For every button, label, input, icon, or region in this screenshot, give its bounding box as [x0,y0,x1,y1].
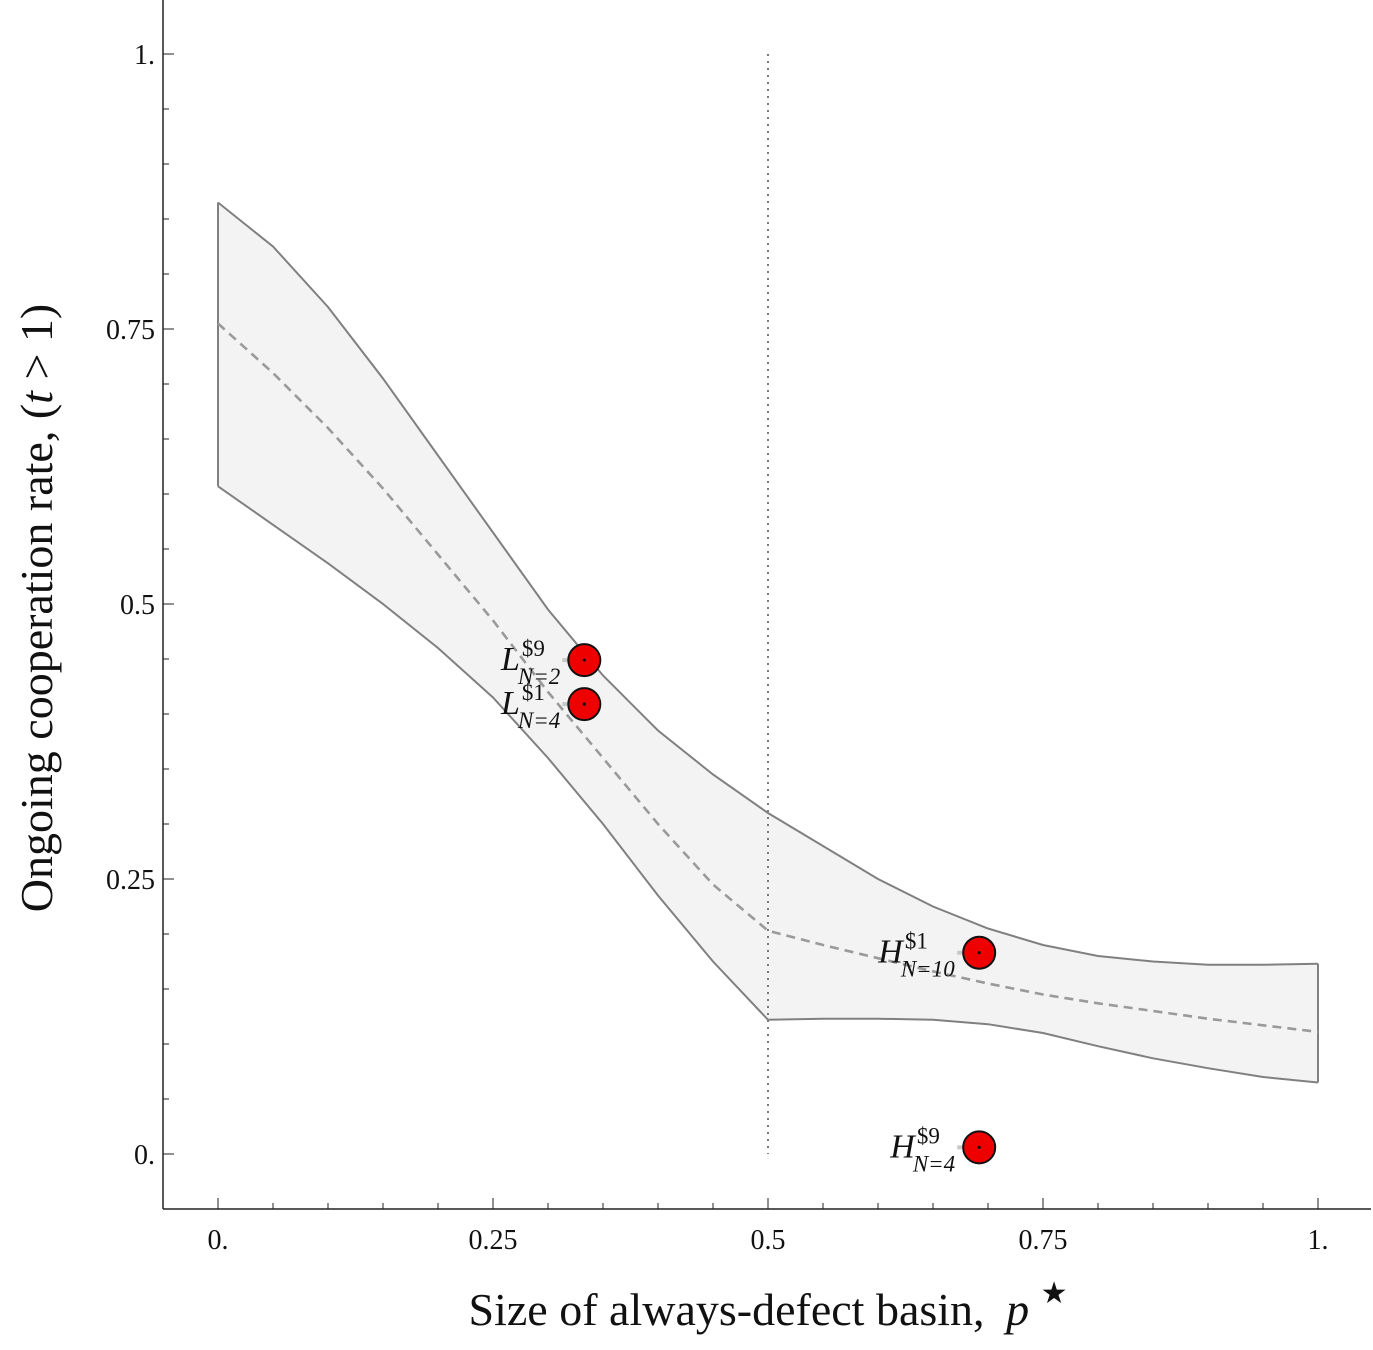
x-tick-label: 0.75 [1019,1225,1068,1256]
x-axis-title-text: Size of always-defect basin, [469,1284,985,1335]
x-axis-title: Size of always-defect basin, p ★ [469,1277,1068,1335]
data-point-label-sub: N=4 [912,1151,955,1176]
series-group [217,322,1319,1034]
confidence-band [217,201,1319,1084]
y-tick-label: 0.5 [120,590,155,621]
y-tick-label: 1. [134,40,155,71]
data-point-center [582,702,586,706]
data-points: L $9N=2L $1N=4H $1N=10H $9N=4 [500,636,997,1176]
y-tick-label: 0. [134,1140,155,1171]
data-point-center [977,951,981,955]
x-tick-label: 0. [208,1225,229,1256]
y-axis-title-text: Ongoing cooperation rate, ( [11,404,62,912]
data-point-label-base: H [889,1128,917,1165]
band-lower-line [217,485,1319,1084]
data-point-label-base: L [500,641,520,678]
data-point-label-sup: $9 [917,1123,940,1148]
data-point-center [582,658,586,662]
data-point-center [977,1145,981,1149]
band-upper-line [217,201,1319,966]
data-point-label-sup: $1 [905,929,928,954]
data-point-label-sub: N=4 [517,708,560,733]
y-tick-label: 0.75 [106,315,155,346]
y-tick-label: 0.25 [106,865,155,896]
data-point-group: H $1 N=10 [877,929,997,982]
x-tick-label: 1. [1308,1225,1329,1256]
y-axis-title-tail: > 1) [11,304,62,391]
data-point-label-sub: N=10 [900,957,955,982]
data-point-label-base: H [877,934,905,971]
x-tick-label: 0.5 [751,1225,786,1256]
data-point-group: L $1 N=4 [500,680,602,733]
axes: 0. 0.25 0.5 0.75 1. 0. 0.25 0.5 0.75 1. [106,0,1371,1256]
series-line-prediction [217,322,1319,1034]
data-point-label-sub: N=2 [517,664,560,689]
band-fill [218,202,1318,1083]
data-point-group: H $9 N=4 [889,1123,997,1176]
data-point-group: L $9 N=2 [500,636,602,689]
data-point-label-sup: $1 [522,680,545,705]
data-point-label-base: L [500,685,520,722]
y-axis-title-var: t [11,390,62,404]
data-point-label-sup: $9 [522,636,545,661]
y-axis-title: Ongoing cooperation rate, (t > 1) [11,304,62,912]
x-axis-title-sup: ★ [1041,1277,1068,1310]
x-axis-title-var: p [1003,1284,1029,1335]
x-tick-label: 0.25 [469,1225,518,1256]
